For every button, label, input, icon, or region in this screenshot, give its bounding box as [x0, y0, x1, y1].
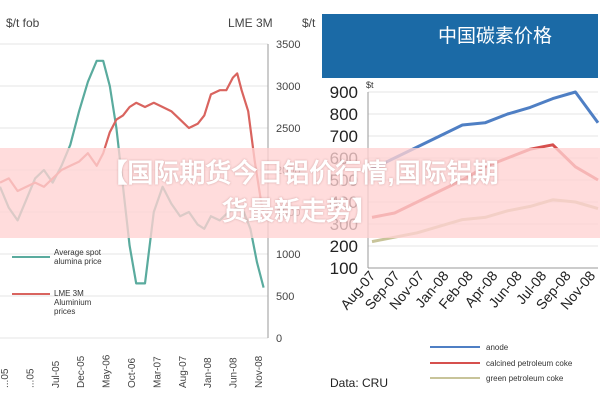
right-axis-tick-label: 0	[276, 333, 282, 345]
legend-label-aluminium-1: LME 3M	[54, 289, 84, 298]
right-axis-tick-label: 1000	[276, 249, 300, 261]
x-axis-tick-label: Jun-08	[229, 357, 240, 388]
x-axis-tick-label: Jan-08	[203, 357, 214, 388]
right-axis-tick-label: 3000	[276, 81, 300, 93]
x-axis-tick-label: Jul-05	[51, 360, 62, 388]
left-legend: Average spot alumina price LME 3M Alumin…	[12, 248, 102, 316]
legend-label-alumina-2: alumina price	[54, 257, 102, 266]
x-axis-tick-label: Dec-05	[76, 355, 87, 388]
right-axis-tick-label: 3500	[276, 39, 300, 51]
overlay-band	[0, 148, 600, 238]
x-axis-tick-label: Aug-07	[178, 355, 189, 388]
y-axis-tick-label: 800	[330, 105, 358, 124]
overlay-title-line-2: 货最新走势】	[221, 196, 378, 226]
legend-label-green: green petroleum coke	[486, 374, 564, 383]
legend-label-aluminium-2: Aluminium	[54, 298, 92, 307]
right-axis-tick-label: 500	[276, 291, 294, 303]
x-axis-tick-label: May-06	[102, 354, 113, 388]
right-legend: anode calcined petroleum coke green petr…	[430, 343, 573, 383]
y-axis-tick-label: 700	[330, 127, 358, 146]
right-chart-unit: $t	[366, 80, 374, 90]
y-axis-tick-label: 100	[330, 259, 358, 278]
data-source: Data: CRU	[330, 376, 388, 390]
right-chart-title: 中国碳素价格	[438, 25, 552, 47]
legend-label-aluminium-3: prices	[54, 307, 75, 316]
right-axis-unit: $/t	[302, 16, 316, 30]
x-axis-tick-label: Oct-06	[127, 358, 138, 388]
x-axis-tick-label: ...05	[0, 368, 11, 388]
overlay-title-line-1: 【国际期货今日铝价行情,国际铝期	[101, 158, 499, 188]
y-axis-tick-label: 900	[330, 83, 358, 102]
x-axis-tick-label: Mar-07	[152, 356, 163, 388]
legend-label-calcined: calcined petroleum coke	[486, 359, 573, 368]
overlay-title[interactable]: 【国际期货今日铝价行情,国际铝期 货最新走势】	[0, 154, 600, 230]
right-axis-label: LME 3M	[228, 16, 273, 30]
right-axis-tick-label: 2500	[276, 123, 300, 135]
y-axis-tick-label: 200	[330, 237, 358, 256]
x-axis-tick-label: Nov-08	[254, 355, 265, 388]
right-title-bar	[322, 14, 598, 78]
left-axis-label: $/t fob	[6, 16, 40, 30]
x-axis-tick-label: ...05	[25, 368, 36, 388]
legend-label-alumina-1: Average spot	[54, 248, 102, 257]
legend-label-anode: anode	[486, 343, 509, 352]
left-x-axis-ticks: ...05 ...05 Jul-05 Dec-05 May-06 Oct-06 Mar-07…	[0, 354, 265, 388]
